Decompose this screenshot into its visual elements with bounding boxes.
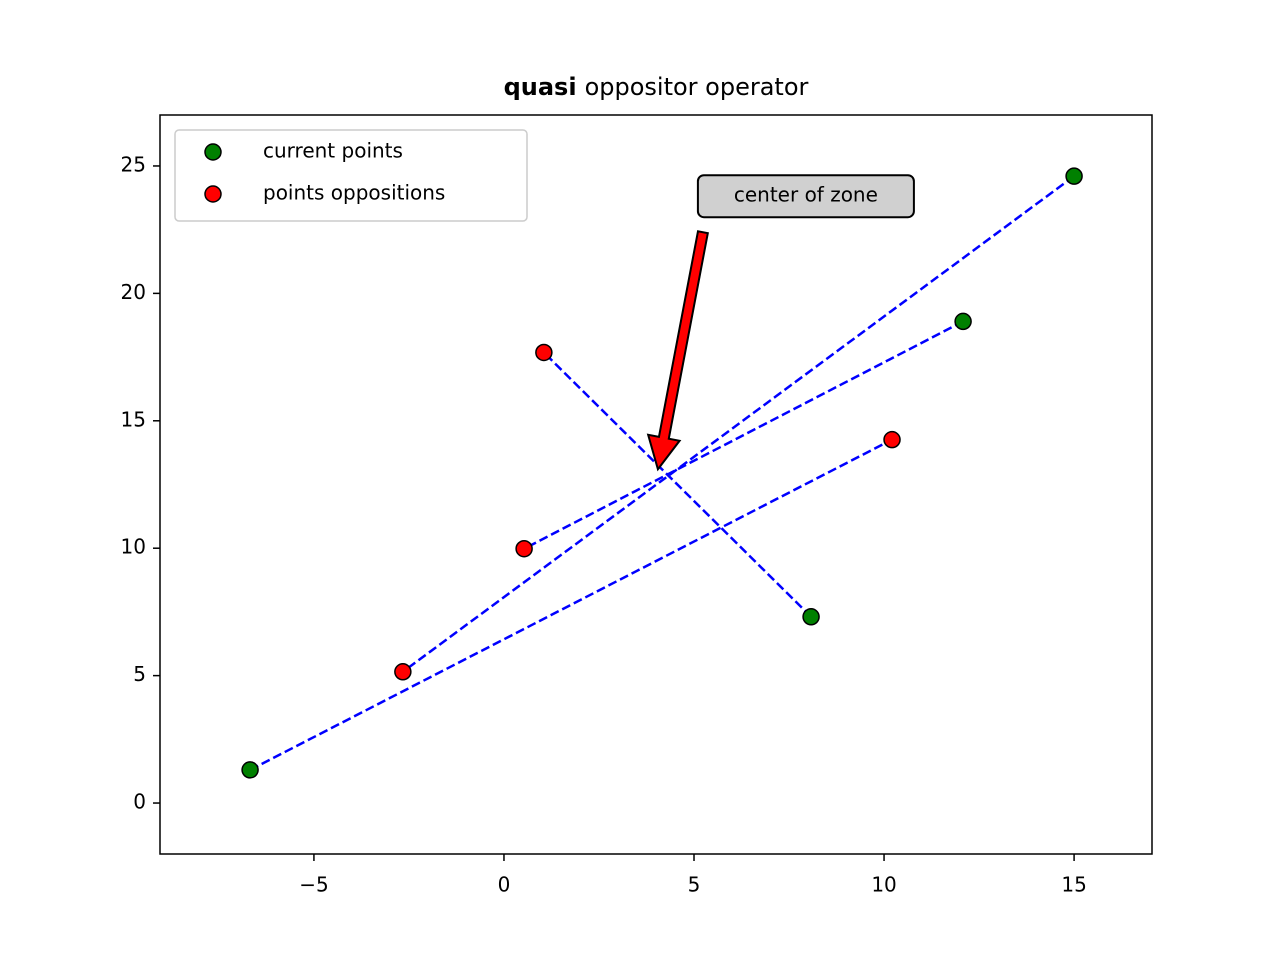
x-tick-label: 0: [498, 873, 511, 897]
annotation-arrow: [646, 230, 709, 472]
x-tick-label: −5: [299, 873, 328, 897]
chart-title: quasi oppositor operator: [504, 73, 809, 101]
point: [1065, 167, 1083, 185]
y-tick-label: 25: [121, 152, 146, 176]
title-bold: quasi: [504, 73, 577, 101]
point: [241, 761, 259, 779]
x-tick-label: 5: [688, 873, 701, 897]
legend-box: [174, 129, 528, 222]
y-tick-label: 0: [133, 790, 146, 814]
y-tick-label: 5: [133, 662, 146, 686]
point: [954, 312, 972, 331]
y-tick-label: 20: [121, 280, 146, 304]
legend-label: points oppositions: [263, 181, 445, 205]
connection-line: [542, 351, 812, 618]
point: [883, 430, 901, 449]
legend-marker: [204, 143, 222, 161]
legend-marker: [204, 185, 222, 203]
connection-line: [523, 320, 964, 550]
connection-line: [249, 438, 893, 772]
y-tick-label: 10: [121, 535, 146, 559]
x-tick-label: 10: [871, 873, 896, 897]
connection-line: [402, 175, 1075, 673]
point: [394, 663, 412, 681]
point: [802, 608, 820, 626]
annotation-box: [696, 174, 915, 219]
point: [515, 539, 533, 558]
point: [535, 343, 553, 362]
legend-label: current points: [263, 139, 403, 163]
plot-frame: [159, 114, 1153, 855]
x-tick-label: 15: [1061, 873, 1086, 897]
annotation-text: center of zone: [734, 183, 878, 207]
title-rest: oppositor operator: [585, 73, 809, 101]
y-tick-label: 15: [121, 407, 146, 431]
